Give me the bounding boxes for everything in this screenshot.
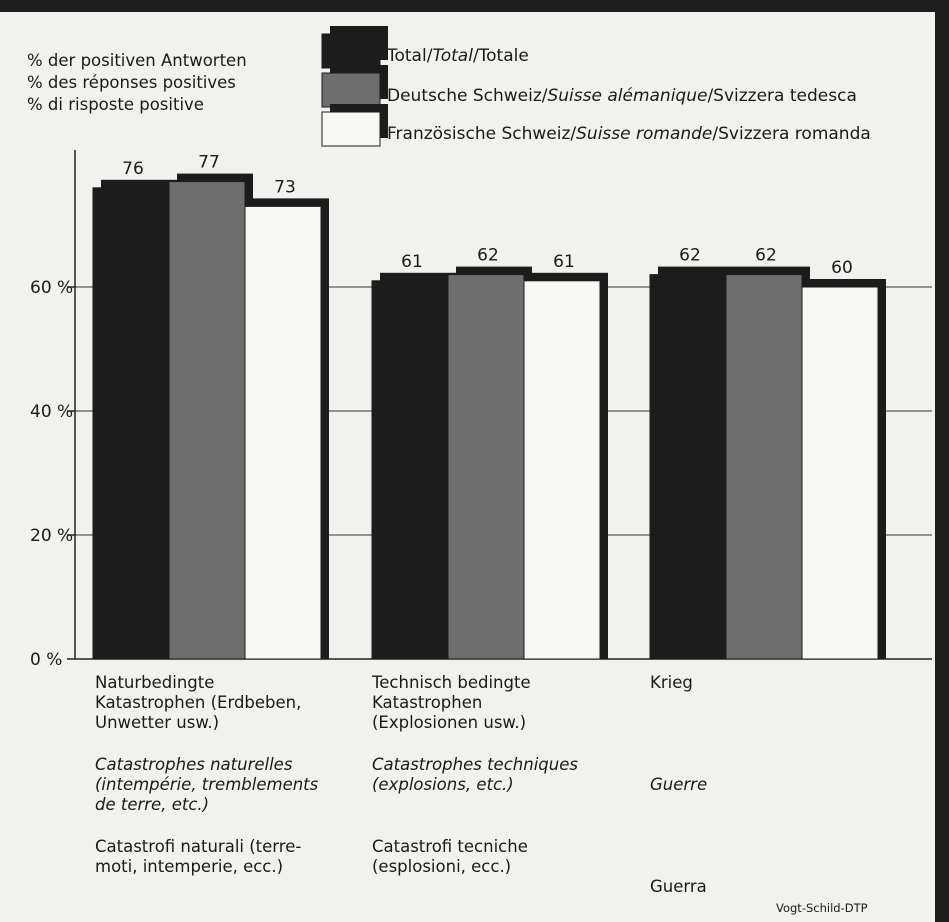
category-label-natural-disasters: Naturbedingte Katastrophen (Erdbeben, Un… bbox=[95, 673, 319, 876]
category-label-technical-disasters: Technisch bedingte Katastrophen (Explosi… bbox=[372, 673, 578, 876]
legend-label-french-swiss: Französische Schweiz/Suisse romande/Sviz… bbox=[387, 124, 871, 144]
y-axis-title-fr: % des réponses positives bbox=[27, 73, 236, 92]
y-tick-label: 40 % bbox=[30, 402, 73, 422]
bar-total bbox=[649, 274, 727, 660]
legend-swatch-total bbox=[321, 33, 381, 69]
y-axis-title-de: % der positiven Antworten bbox=[27, 51, 247, 70]
y-tick-label: 20 % bbox=[30, 526, 73, 546]
bar-value-label: 76 bbox=[122, 159, 144, 179]
bar-german-swiss bbox=[447, 274, 525, 660]
bar-german-swiss bbox=[168, 181, 246, 660]
y-axis-title-it: % di risposte positive bbox=[27, 95, 204, 114]
bar-german-swiss bbox=[725, 274, 803, 660]
legend-label-german-swiss: Deutsche Schweiz/Suisse alémanique/Svizz… bbox=[387, 86, 857, 106]
bar-value-label: 61 bbox=[553, 252, 575, 272]
bar-value-label: 61 bbox=[401, 252, 423, 272]
bar-value-label: 62 bbox=[477, 246, 499, 266]
bar-french-swiss bbox=[244, 205, 322, 660]
bar-value-label: 73 bbox=[274, 177, 296, 197]
legend-swatch-german-swiss bbox=[321, 72, 381, 108]
bar-french-swiss bbox=[801, 286, 879, 660]
category-label-war: Krieg Guerre Guerra bbox=[650, 673, 708, 896]
bar-value-label: 77 bbox=[198, 153, 220, 173]
bar-value-label: 62 bbox=[755, 246, 777, 266]
bar-total bbox=[92, 187, 170, 660]
credit-text: Vogt-Schild-DTP bbox=[776, 901, 868, 915]
bar-value-label: 62 bbox=[679, 246, 701, 266]
y-tick-label: 60 % bbox=[30, 278, 73, 298]
bar-total bbox=[371, 280, 449, 660]
y-tick-label: 0 % bbox=[30, 650, 62, 670]
bar-value-label: 60 bbox=[831, 258, 853, 278]
legend-swatch-french-swiss bbox=[321, 111, 381, 147]
legend-label-total: Total/Total/Totale bbox=[387, 46, 529, 66]
bar-french-swiss bbox=[523, 280, 601, 660]
